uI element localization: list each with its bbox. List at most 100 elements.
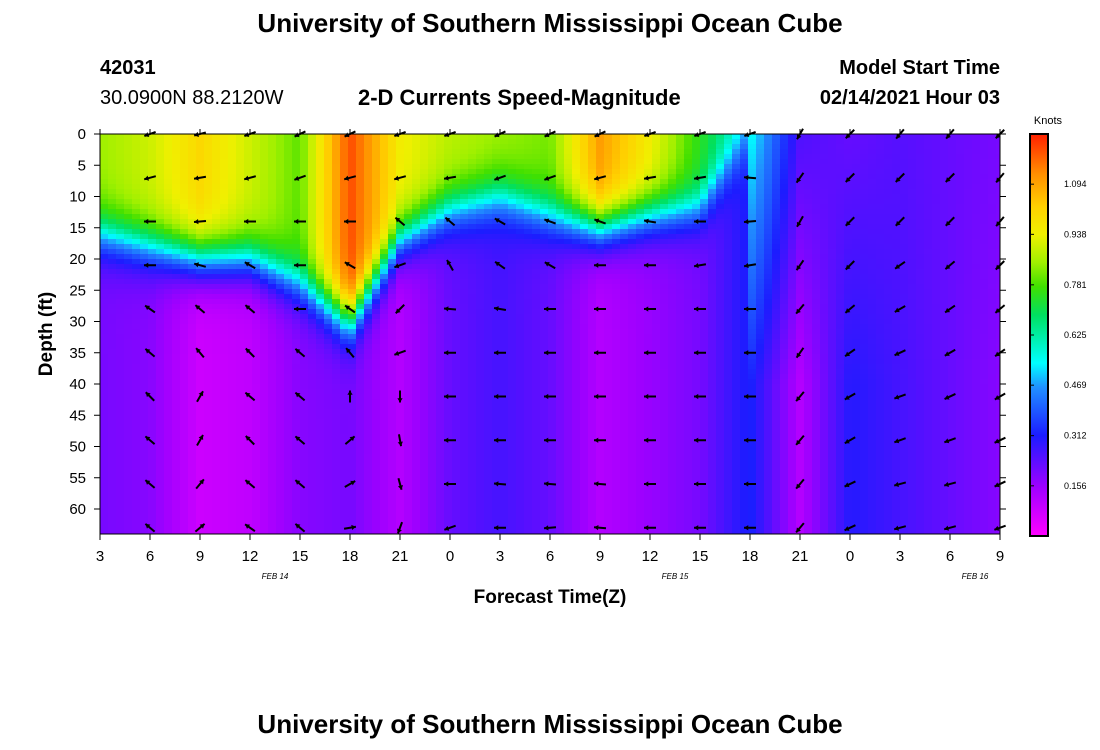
- heatmap-cell: [388, 489, 397, 495]
- heatmap-cell: [476, 364, 485, 370]
- heatmap-cell: [260, 444, 269, 450]
- heatmap-cell: [332, 514, 341, 520]
- heatmap-cell: [564, 229, 573, 235]
- heatmap-cell: [132, 229, 141, 235]
- heatmap-cell: [364, 234, 373, 240]
- heatmap-cell: [196, 454, 205, 460]
- heatmap-cell: [308, 359, 317, 365]
- heatmap-cell: [492, 159, 501, 165]
- heatmap-cell: [132, 209, 141, 215]
- heatmap-cell: [220, 149, 229, 155]
- heatmap-cell: [268, 224, 277, 230]
- heatmap-cell: [292, 199, 301, 205]
- heatmap-cell: [100, 144, 109, 150]
- heatmap-cell: [572, 344, 581, 350]
- heatmap-cell: [564, 374, 573, 380]
- heatmap-cell: [380, 229, 389, 235]
- heatmap-cell: [252, 294, 261, 300]
- heatmap-cell: [156, 374, 165, 380]
- heatmap-cell: [564, 194, 573, 200]
- heatmap-cell: [460, 284, 469, 290]
- heatmap-cell: [484, 364, 493, 370]
- heatmap-cell: [508, 334, 517, 340]
- heatmap-cell: [236, 224, 245, 230]
- heatmap-cell: [252, 374, 261, 380]
- heatmap-cell: [412, 214, 421, 220]
- heatmap-cell: [508, 499, 517, 505]
- heatmap-cell: [444, 159, 453, 165]
- heatmap-cell: [116, 149, 125, 155]
- heatmap-cell: [276, 519, 285, 525]
- heatmap-cell: [380, 139, 389, 145]
- heatmap-cell: [588, 304, 597, 310]
- heatmap-cell: [196, 274, 205, 280]
- heatmap-cell: [316, 529, 325, 534]
- heatmap-cell: [324, 529, 333, 534]
- heatmap-cell: [252, 179, 261, 185]
- heatmap-cell: [100, 169, 109, 175]
- heatmap-cell: [300, 194, 309, 200]
- heatmap-cell: [156, 174, 165, 180]
- heatmap-cell: [556, 334, 565, 340]
- heatmap-cell: [468, 389, 477, 395]
- heatmap-cell: [268, 489, 277, 495]
- heatmap-cell: [116, 199, 125, 205]
- heatmap-cell: [468, 199, 477, 205]
- heatmap-cell: [540, 309, 549, 315]
- heatmap-cell: [596, 209, 605, 215]
- heatmap-cell: [428, 489, 437, 495]
- heatmap-cell: [188, 234, 197, 240]
- heatmap-cell: [484, 334, 493, 340]
- heatmap-cell: [532, 134, 541, 140]
- heatmap-cell: [516, 324, 525, 330]
- heatmap-cell: [316, 229, 325, 235]
- heatmap-cell: [556, 524, 565, 530]
- heatmap-cell: [516, 254, 525, 260]
- heatmap-cell: [436, 444, 445, 450]
- heatmap-cell: [196, 404, 205, 410]
- heatmap-cell: [220, 339, 229, 345]
- heatmap-cell: [156, 159, 165, 165]
- heatmap-cell: [348, 489, 357, 495]
- heatmap-cell: [548, 274, 557, 280]
- heatmap-cell: [540, 319, 549, 325]
- heatmap-cell: [116, 259, 125, 265]
- heatmap-cell: [476, 249, 485, 255]
- heatmap-cell: [452, 269, 461, 275]
- heatmap-cell: [324, 229, 333, 235]
- heatmap-cell: [260, 314, 269, 320]
- heatmap-cell: [412, 504, 421, 510]
- heatmap-cell: [332, 459, 341, 465]
- heatmap-cell: [444, 429, 453, 435]
- heatmap-cell: [116, 289, 125, 295]
- heatmap-cell: [236, 189, 245, 195]
- heatmap-cell: [172, 344, 181, 350]
- heatmap-cell: [172, 289, 181, 295]
- heatmap-cell: [308, 189, 317, 195]
- heatmap-cell: [444, 404, 453, 410]
- heatmap-cell: [588, 439, 597, 445]
- heatmap-cell: [460, 154, 469, 160]
- heatmap-cell: [452, 344, 461, 350]
- heatmap-cell: [116, 164, 125, 170]
- heatmap-cell: [428, 194, 437, 200]
- heatmap-cell: [172, 259, 181, 265]
- heatmap-cell: [572, 299, 581, 305]
- heatmap-cell: [324, 519, 333, 525]
- heatmap-cell: [380, 299, 389, 305]
- heatmap-cell: [596, 204, 605, 210]
- heatmap-cell: [404, 424, 413, 430]
- heatmap-cell: [172, 519, 181, 525]
- heatmap-cell: [516, 519, 525, 525]
- heatmap-cell: [268, 509, 277, 515]
- heatmap-cell: [340, 504, 349, 510]
- heatmap-cell: [196, 339, 205, 345]
- heatmap-cell: [212, 464, 221, 470]
- heatmap-cell: [476, 454, 485, 460]
- heatmap-cell: [452, 149, 461, 155]
- heatmap-cell: [148, 209, 157, 215]
- heatmap-cell: [180, 234, 189, 240]
- heatmap-cell: [308, 259, 317, 265]
- heatmap-cell: [524, 479, 533, 485]
- heatmap-cell: [252, 369, 261, 375]
